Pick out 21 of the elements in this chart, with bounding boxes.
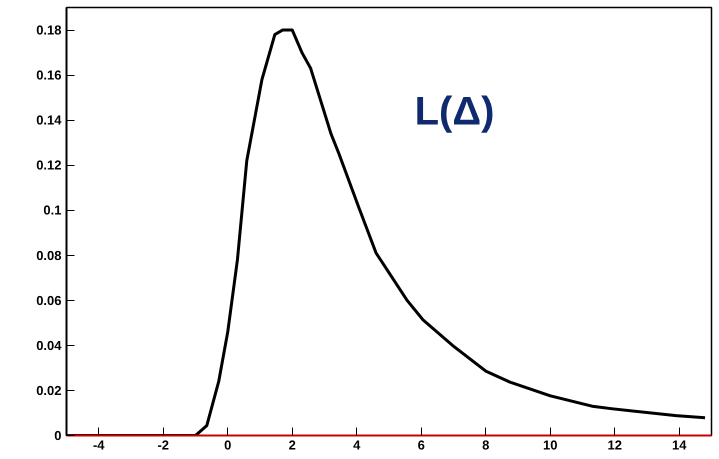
y-tick-label: 0: [54, 428, 62, 443]
x-tick-label: -2: [157, 438, 170, 452]
y-tick-label: 0.08: [36, 248, 62, 263]
y-tick-label: 0.18: [36, 22, 62, 38]
x-tick-label: 2: [288, 438, 296, 452]
y-tick-label: 0.1: [43, 202, 62, 218]
x-tick-label: 12: [608, 438, 622, 452]
x-tick-label: 4: [353, 438, 362, 452]
y-tick-label: 0.04: [36, 338, 62, 353]
y-tick-label: 0.02: [36, 382, 62, 398]
y-tick-label: 0.12: [36, 158, 62, 173]
x-tick-label: 6: [418, 438, 425, 452]
y-tick-label: 0.06: [36, 292, 62, 308]
annotation: L(Δ): [414, 90, 494, 134]
x-tick-label: 0: [224, 438, 232, 452]
y-tick-label: 0.14: [36, 112, 62, 128]
x-tick-label: 8: [482, 438, 490, 452]
x-tick-label: 10: [543, 438, 558, 452]
y-tick-label: 0.16: [36, 68, 62, 83]
x-tick-label: 14: [672, 438, 688, 452]
x-tick-label: -4: [92, 438, 106, 452]
